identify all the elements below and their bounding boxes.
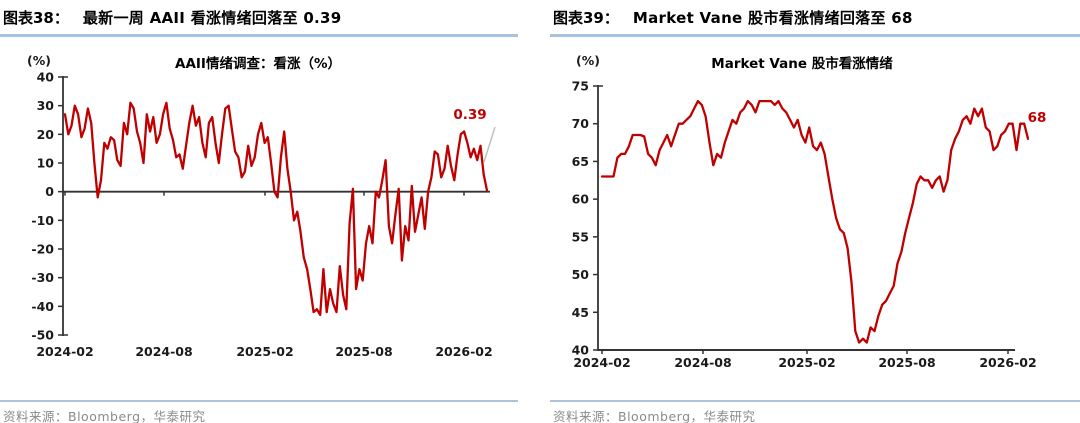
x-tick-label: 2026-02	[979, 355, 1036, 370]
y-tick-label: -10	[31, 213, 54, 228]
x-tick-label: 2024-02	[573, 355, 630, 370]
figure-39-label: 图表39：	[553, 9, 619, 27]
end-value-label: 68	[1028, 110, 1047, 126]
y-tick-label: 20	[37, 127, 55, 142]
x-tick-label: 2024-08	[674, 355, 731, 370]
figure-39-header: 图表39： Market Vane 股市看涨情绪回落至 68	[550, 5, 1080, 37]
figure-38: 图表38： 最新一周 AAII 看涨情绪回落至 0.39 40 30 20 10 0 -10…	[0, 0, 518, 423]
figure-39: 图表39： Market Vane 股市看涨情绪回落至 68 75 70 65 60 55…	[550, 0, 1080, 423]
x-tick-label: 2026-02	[435, 344, 492, 359]
x-tick-label: 2025-02	[778, 355, 835, 370]
y-tick-label: 65	[572, 154, 589, 169]
chart-title: Market Vane 股市看涨情绪	[711, 55, 893, 72]
x-tick-label: 2024-02	[36, 344, 93, 359]
end-label-leader	[483, 126, 496, 163]
series-line	[63, 101, 489, 317]
y-tick-label: -40	[31, 299, 54, 314]
y-tick-label: 50	[572, 267, 590, 282]
figure-39-source: 资料来源：Bloomberg，华泰研究	[553, 409, 756, 423]
figure-38-label: 图表38：	[3, 9, 69, 27]
y-tick-label: 70	[572, 116, 590, 131]
unit-label: (%)	[576, 53, 600, 68]
series-line	[600, 99, 1030, 344]
figure-38-title: 最新一周 AAII 看涨情绪回落至 0.39	[82, 9, 342, 27]
y-tick-label: -50	[31, 328, 54, 343]
x-tick-label: 2024-08	[135, 344, 192, 359]
y-tick-label: 60	[572, 192, 590, 207]
x-tick-label: 2025-02	[236, 344, 293, 359]
y-tick-label: -30	[31, 270, 54, 285]
x-tick-label: 2025-08	[878, 355, 935, 370]
figure-39-divider	[550, 400, 1080, 402]
figure-38-header: 图表38： 最新一周 AAII 看涨情绪回落至 0.39	[0, 5, 518, 37]
figure-38-divider	[0, 400, 518, 402]
figure-39-title: Market Vane 股市看涨情绪回落至 68	[632, 9, 913, 27]
end-value-label: 0.39	[453, 107, 486, 123]
y-tick-label: 40	[37, 70, 55, 85]
chart-title: AAII情绪调查：看涨（%）	[175, 55, 341, 72]
y-tick-label: 30	[37, 98, 55, 113]
y-tick-label: -20	[31, 242, 54, 257]
y-tick-label: 45	[572, 305, 589, 320]
unit-label: (%)	[27, 53, 51, 68]
y-tick-label: 10	[37, 156, 55, 171]
y-tick-label: 55	[572, 229, 589, 244]
figure-38-source: 资料来源：Bloomberg，华泰研究	[3, 409, 206, 423]
y-tick-label: 75	[572, 79, 589, 94]
y-tick-label: 0	[45, 184, 54, 199]
x-tick-label: 2025-08	[335, 344, 392, 359]
y-tick-label: 40	[572, 343, 590, 358]
